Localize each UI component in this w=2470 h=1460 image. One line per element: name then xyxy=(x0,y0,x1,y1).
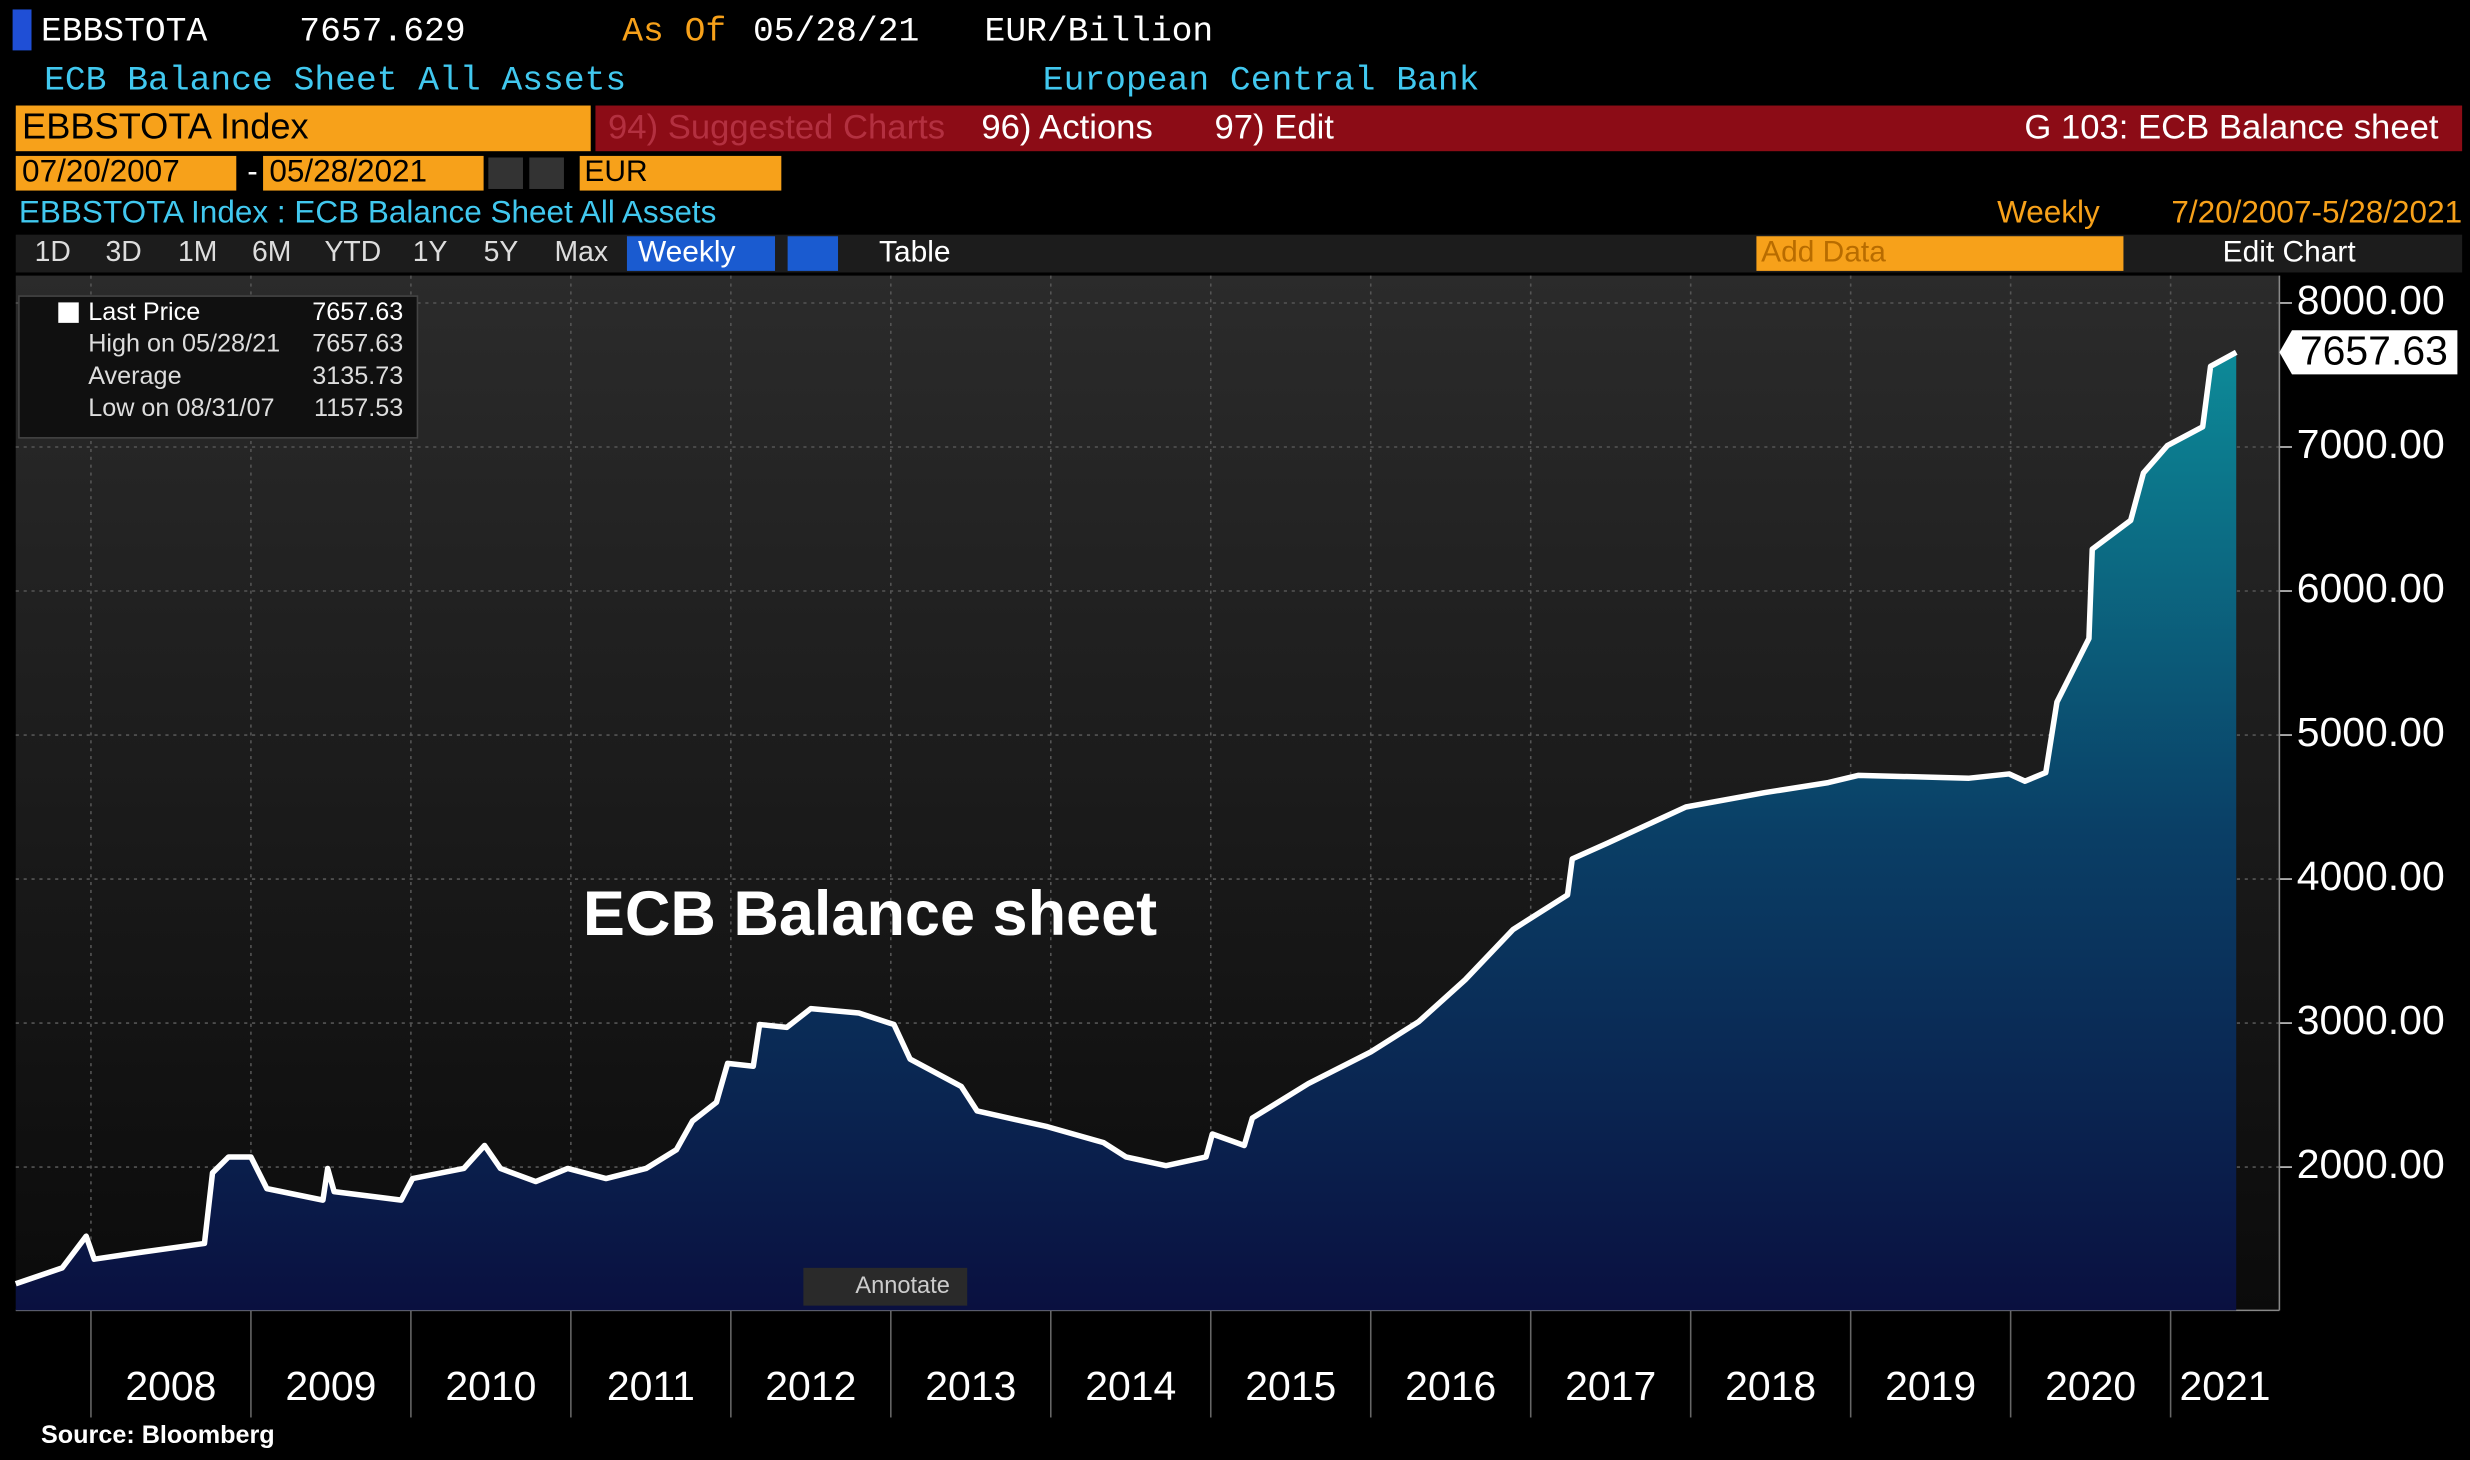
as-of-date: 05/28/21 xyxy=(753,13,919,52)
y-tick-label: 7000.00 xyxy=(2297,421,2445,467)
security-field[interactable] xyxy=(15,105,591,152)
y-tick-label: 2000.00 xyxy=(2297,1141,2445,1187)
period-button[interactable]: 6M xyxy=(252,236,291,268)
edit-chart-button[interactable]: Edit Chart xyxy=(2223,235,2357,268)
y-tick-label: 5000.00 xyxy=(2297,709,2445,755)
source: Source: Bloomberg xyxy=(41,1421,275,1449)
x-tick-label: 2019 xyxy=(1885,1363,1976,1409)
legend-row-value: 7657.63 xyxy=(312,330,403,358)
table-button[interactable]: Table xyxy=(879,235,951,268)
annotation: ECB Balance sheet xyxy=(583,879,1157,949)
currency-field[interactable] xyxy=(579,155,782,191)
legend-value: 7657.63 xyxy=(312,298,403,326)
y-tick-label: 4000.00 xyxy=(2297,853,2445,899)
legend-label: Last Price xyxy=(88,298,200,326)
annotate-button[interactable] xyxy=(803,1267,968,1306)
suggested-button[interactable]: 94) Suggested Charts xyxy=(608,108,945,146)
start-date: 07/20/2007 xyxy=(22,153,180,189)
x-tick-label: 2013 xyxy=(925,1363,1016,1409)
chart: 2008 2009 2010 2011 2012 2013 2014 2015 2016 2017… xyxy=(14,275,2458,1418)
x-tick-label: 2010 xyxy=(445,1363,536,1409)
x-tick-label: 2008 xyxy=(125,1363,216,1409)
units: EUR/Billion xyxy=(985,13,1214,52)
x-tick-label: 2012 xyxy=(765,1363,856,1409)
legend-row-value: 3135.73 xyxy=(312,362,403,390)
line xyxy=(14,349,2238,1287)
period-button[interactable]: 1M xyxy=(178,236,217,268)
date-separator: - xyxy=(247,153,258,189)
start-date-field[interactable] xyxy=(15,155,237,191)
frequency-label: Weekly xyxy=(638,235,736,268)
description: EBBSTOTA Index : ECB Balance Sheet All A… xyxy=(19,194,717,230)
x-tick-label: 2017 xyxy=(1565,1363,1656,1409)
security: EBBSTOTA Index xyxy=(22,106,309,147)
edit-button[interactable]: 97) Edit xyxy=(1215,108,1335,146)
x-tick-label: 2021 xyxy=(2179,1363,2270,1409)
y-tick-label: 3000.00 xyxy=(2297,997,2445,1043)
current-value-label: 7657.63 xyxy=(2300,328,2448,374)
frequency: Weekly xyxy=(1997,194,2100,230)
period-button[interactable]: 1Y xyxy=(413,236,448,268)
source-org: European Central Bank xyxy=(1043,61,1480,100)
add-data: Add Data xyxy=(1761,235,1886,268)
period-button[interactable]: 3D xyxy=(106,236,142,268)
x-tick-label: 2014 xyxy=(1085,1363,1176,1409)
y-tick-label: 6000.00 xyxy=(2297,565,2445,611)
period-button[interactable]: 1D xyxy=(35,236,71,268)
legend-row-label: Low on 08/31/07 xyxy=(88,394,274,422)
security-name: ECB Balance Sheet All Assets xyxy=(44,61,626,100)
end-date: 05/28/2021 xyxy=(269,153,427,189)
as-of-label: As Of xyxy=(622,13,726,52)
end-date-field[interactable] xyxy=(263,155,484,191)
period-button[interactable]: 5Y xyxy=(484,236,519,268)
period-button[interactable]: YTD xyxy=(325,236,382,268)
x-tick-label: 2018 xyxy=(1725,1363,1816,1409)
annotate-label: Annotate xyxy=(855,1273,950,1299)
area-fill xyxy=(15,352,2237,1311)
x-tick-label: 2015 xyxy=(1245,1363,1336,1409)
frequency-button[interactable] xyxy=(626,236,776,271)
y-tick-label: 8000.00 xyxy=(2297,277,2445,323)
next-button[interactable] xyxy=(529,157,564,189)
actions-button[interactable]: 96) Actions xyxy=(981,108,1152,146)
x-tick-label: 2009 xyxy=(285,1363,376,1409)
legend-row-label: Average xyxy=(88,362,181,390)
period-button[interactable]: Max xyxy=(554,236,608,268)
legend-row-label: High on 05/28/21 xyxy=(88,330,280,358)
legend-swatch xyxy=(58,302,79,323)
marker xyxy=(12,9,32,51)
chart-type-button[interactable] xyxy=(787,236,839,271)
chart-name: G 103: ECB Balance sheet xyxy=(2024,108,2438,146)
currency: EUR xyxy=(584,155,647,188)
prev-button[interactable] xyxy=(488,157,523,189)
x-tick-label: 2020 xyxy=(2045,1363,2136,1409)
price: 7657.629 xyxy=(299,13,465,52)
legend-row-value: 1157.53 xyxy=(314,394,403,422)
add-data-field[interactable] xyxy=(1756,236,2124,271)
legend-box xyxy=(18,295,419,439)
toolbar xyxy=(595,105,2463,152)
ticker: EBBSTOTA xyxy=(41,13,208,52)
current-value-tag xyxy=(2279,330,2458,375)
date-range: 7/20/2007-5/28/2021 xyxy=(2171,194,2462,230)
x-tick-label: 2016 xyxy=(1405,1363,1496,1409)
x-tick-label: 2011 xyxy=(607,1363,695,1409)
